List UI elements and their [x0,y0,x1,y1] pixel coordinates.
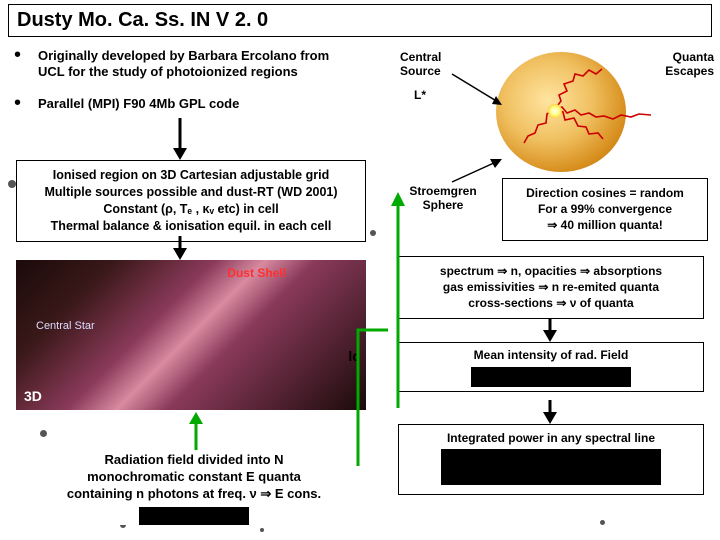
radiation-box: Radiation field divided into N monochrom… [34,452,354,525]
info-box-integrated-power: Integrated power in any spectral line [398,424,704,495]
info-line: Mean intensity of rad. Field [403,347,699,363]
arrow-down-icon [540,398,560,424]
arrow-down-icon [540,316,560,342]
info-line: Direction cosines = random [507,185,703,201]
info-box-mean-intensity: Mean intensity of rad. Field [398,342,704,392]
bullet-dot-icon: • [14,96,24,106]
feature-line: Constant (ρ, Tₑ , κᵥ etc) in cell [21,201,361,218]
feature-line: Ionised region on 3D Cartesian adjustabl… [21,167,361,184]
arrow-up-icon [186,412,206,452]
radiation-line: monochromatic constant E quanta [34,469,354,486]
bullet-1: • Originally developed by Barbara Ercola… [14,48,354,81]
equation-icon [441,449,661,485]
arrow-down-icon [170,116,190,160]
info-line: For a 99% convergence [507,201,703,217]
bullet-2-text: Parallel (MPI) F90 4Mb GPL code [38,96,239,112]
feature-line: Multiple sources possible and dust-RT (W… [21,184,361,201]
bullet-2: • Parallel (MPI) F90 4Mb GPL code [14,96,354,112]
nebula-render: Dust Shell Central Star 3D lᴄ [16,260,366,410]
info-line: gas emissivities ⇒ n re-emited quanta [403,279,699,295]
three-d-label: 3D [24,388,42,404]
info-line: Integrated power in any spectral line [403,431,699,445]
equation-icon [139,507,249,525]
radiation-line: containing n photons at freq. ν ⇒ E cons… [34,486,354,503]
feature-line: Thermal balance & ionisation equil. in e… [21,218,361,235]
info-line: ⇒ 40 million quanta! [507,217,703,233]
central-star-label: Central Star [36,320,95,332]
arrow-curve-icon [354,310,400,470]
info-line: spectrum ⇒ n, opacities ⇒ absorptions [403,263,699,279]
feature-box: Ionised region on 3D Cartesian adjustabl… [16,160,366,242]
bullet-1-text: Originally developed by Barbara Ercolano… [38,48,354,81]
equation-icon [471,367,631,387]
radiation-line: Radiation field divided into N [34,452,354,469]
stroemgren-label: Stroemgren Sphere [398,184,488,212]
star-center-icon [548,104,562,118]
page-title: Dusty Mo. Ca. Ss. IN V 2. 0 [8,4,712,37]
lstar-label: L* [414,88,426,102]
info-box-direction: Direction cosines = random For a 99% con… [502,178,708,241]
dust-shell-label: Dust Shell [227,266,286,280]
stroemgren-diagram: Central Source L* Quanta Escapes [400,44,710,184]
bullet-dot-icon: • [14,48,24,58]
info-line: cross-sections ⇒ ν of quanta [403,295,699,311]
info-box-spectrum: spectrum ⇒ n, opacities ⇒ absorptions ga… [398,256,704,319]
arrow-down-icon [170,234,190,260]
